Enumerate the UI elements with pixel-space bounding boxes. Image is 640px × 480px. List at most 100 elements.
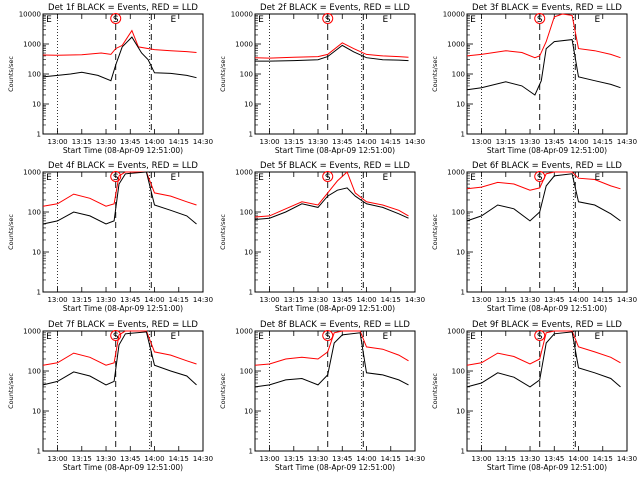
y-tick-label: 100	[240, 71, 253, 79]
event-marker-circle	[322, 171, 334, 182]
x-tick-label: 14:30	[193, 455, 213, 463]
plot-frame	[466, 330, 628, 452]
event-marker-label: E	[46, 332, 52, 342]
series-line-black	[42, 331, 197, 386]
event-marker-label: E	[382, 173, 388, 183]
x-tick-label: 14:00	[356, 455, 376, 463]
x-axis-label: Start Time (08-Apr-09 12:51:00)	[487, 146, 607, 155]
x-tick-label: 13:15	[72, 296, 92, 304]
x-tick-label: 13:15	[284, 455, 304, 463]
event-marker-label: E	[594, 15, 600, 25]
series-line-black	[466, 331, 621, 388]
event-marker-label: S	[537, 173, 543, 183]
event-marker-label: E	[382, 332, 388, 342]
x-tick-label: 13:15	[496, 296, 516, 304]
event-marker-label: E	[258, 173, 264, 183]
x-tick-label: 14:00	[568, 138, 588, 146]
x-tick-label: 14:15	[381, 296, 401, 304]
x-tick-label: 13:30	[96, 296, 116, 304]
series-line-black	[466, 39, 621, 96]
y-axis-label: Counts/sec	[7, 373, 15, 409]
y-tick-label: 100	[452, 71, 465, 79]
event-marker-label: E	[594, 332, 600, 342]
chart-panel-4: Det 4f BLACK = Events, RED = LLD 1 10 100 10…	[7, 161, 213, 313]
y-tick-label: 1000	[447, 169, 465, 177]
event-marker-label: S	[537, 15, 543, 25]
chart-title: Det 4f BLACK = Events, RED = LLD	[48, 161, 198, 171]
x-tick-label: 13:30	[520, 138, 540, 146]
event-marker-label: E	[258, 332, 264, 342]
x-tick-label: 14:30	[405, 138, 425, 146]
x-tick-label: 14:00	[356, 138, 376, 146]
y-axis-label: Counts/sec	[219, 214, 227, 250]
y-tick-label: 10	[32, 249, 41, 257]
series-line-black	[254, 332, 409, 388]
x-tick-label: 13:45	[120, 296, 140, 304]
event-marker-label: E	[170, 332, 176, 342]
x-tick-label: 14:15	[381, 455, 401, 463]
x-tick-label: 14:15	[593, 138, 613, 146]
event-marker-label: S	[325, 332, 331, 342]
plot-frame	[42, 171, 204, 293]
x-tick-label: 13:00	[47, 138, 67, 146]
event-marker-label: E	[170, 173, 176, 183]
series-line-red	[254, 330, 409, 366]
y-tick-label: 1000	[23, 169, 41, 177]
y-axis-label: Counts/sec	[219, 373, 227, 409]
x-tick-label: 14:00	[144, 296, 164, 304]
x-tick-label: 14:30	[193, 296, 213, 304]
y-tick-label: 100	[240, 209, 253, 217]
x-tick-label: 13:00	[259, 296, 279, 304]
y-tick-label: 1000	[23, 41, 41, 49]
x-tick-label: 13:00	[471, 455, 491, 463]
event-marker-label: S	[325, 173, 331, 183]
y-tick-label: 1000	[235, 169, 253, 177]
y-tick-label: 100	[240, 368, 253, 376]
x-tick-label: 13:30	[520, 296, 540, 304]
chart-panel-3: Det 3f BLACK = Events, RED = LLD 1 10 100 10…	[431, 3, 637, 155]
series-line-red	[42, 29, 197, 56]
series-line-red	[254, 42, 409, 59]
event-marker-circle	[322, 330, 334, 341]
x-tick-label: 13:45	[544, 138, 564, 146]
y-tick-label: 10	[244, 101, 253, 109]
plot-frame	[42, 330, 204, 452]
plot-frame	[466, 13, 628, 135]
y-tick-label: 1000	[23, 328, 41, 336]
event-marker-label: E	[470, 332, 476, 342]
y-tick-label: 1000	[235, 328, 253, 336]
x-tick-label: 14:00	[356, 296, 376, 304]
y-tick-label: 1	[461, 448, 465, 456]
x-tick-label: 13:45	[332, 296, 352, 304]
chart-title: Det 3f BLACK = Events, RED = LLD	[472, 3, 622, 13]
x-tick-label: 13:00	[47, 296, 67, 304]
x-tick-label: 13:30	[520, 455, 540, 463]
series-line-black	[255, 44, 409, 62]
x-tick-label: 13:30	[308, 138, 328, 146]
y-axis-label: Counts/sec	[7, 214, 15, 250]
y-tick-label: 100	[28, 368, 41, 376]
x-tick-label: 14:00	[144, 138, 164, 146]
chart-title: Det 2f BLACK = Events, RED = LLD	[260, 3, 410, 13]
x-tick-label: 14:30	[617, 296, 637, 304]
x-tick-label: 13:45	[332, 455, 352, 463]
y-tick-label: 1000	[447, 41, 465, 49]
chart-title: Det 6f BLACK = Events, RED = LLD	[472, 161, 622, 171]
series-line-black	[466, 173, 621, 222]
x-tick-label: 13:15	[72, 455, 92, 463]
y-tick-label: 100	[452, 209, 465, 217]
chart-panel-8: Det 8f BLACK = Events, RED = LLD 1 10 100 10…	[219, 320, 425, 472]
y-tick-label: 10000	[443, 11, 465, 19]
x-tick-label: 13:45	[332, 138, 352, 146]
y-axis-label: Counts/sec	[431, 214, 439, 250]
series-line-red	[254, 171, 409, 218]
event-marker-circle	[534, 330, 546, 341]
y-tick-label: 100	[28, 209, 41, 217]
plot-frame	[254, 330, 416, 452]
y-tick-label: 1	[461, 289, 465, 297]
x-tick-label: 13:30	[308, 296, 328, 304]
plot-frame	[254, 13, 416, 135]
series-line-red	[466, 330, 621, 366]
x-tick-label: 13:30	[96, 138, 116, 146]
x-axis-label: Start Time (08-Apr-09 12:51:00)	[63, 304, 183, 313]
